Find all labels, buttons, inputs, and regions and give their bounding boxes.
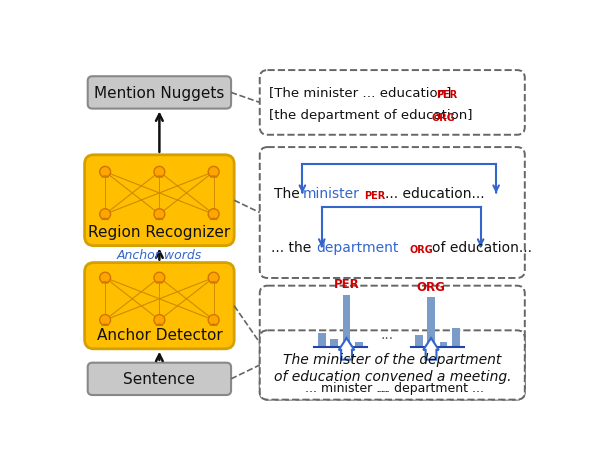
Text: ... department ...: ... department ... xyxy=(378,381,484,394)
Text: The: The xyxy=(274,187,304,201)
FancyBboxPatch shape xyxy=(260,331,525,400)
FancyBboxPatch shape xyxy=(88,77,231,109)
Bar xyxy=(452,328,460,348)
FancyBboxPatch shape xyxy=(260,286,525,400)
Bar xyxy=(440,342,447,348)
Text: ... education...: ... education... xyxy=(385,187,485,201)
Bar xyxy=(415,335,422,348)
FancyBboxPatch shape xyxy=(260,148,525,278)
FancyBboxPatch shape xyxy=(84,263,234,349)
Text: PER: PER xyxy=(334,278,359,291)
FancyBboxPatch shape xyxy=(88,363,231,395)
Text: ... minister ...: ... minister ... xyxy=(305,381,388,394)
Text: Mention Nuggets: Mention Nuggets xyxy=(94,86,225,100)
Circle shape xyxy=(100,315,110,325)
Bar xyxy=(343,295,350,348)
Text: PER: PER xyxy=(365,191,386,201)
Circle shape xyxy=(154,273,165,283)
Text: ORG: ORG xyxy=(409,244,433,255)
Text: Region Recognizer: Region Recognizer xyxy=(88,225,231,240)
Text: ···: ··· xyxy=(381,332,394,345)
Polygon shape xyxy=(423,338,439,360)
Text: [the department of education]: [the department of education] xyxy=(269,109,473,122)
Text: ... the: ... the xyxy=(271,241,316,255)
FancyBboxPatch shape xyxy=(260,71,525,136)
Circle shape xyxy=(100,167,110,178)
Text: ORG: ORG xyxy=(431,113,455,122)
Bar xyxy=(330,339,338,348)
Text: Anchor Detector: Anchor Detector xyxy=(97,328,222,343)
Bar xyxy=(427,298,435,348)
Text: of education...: of education... xyxy=(432,241,532,255)
Circle shape xyxy=(208,167,219,178)
Text: The minister of the department: The minister of the department xyxy=(283,352,502,366)
Text: minister: minister xyxy=(302,187,359,201)
FancyBboxPatch shape xyxy=(84,156,234,246)
Circle shape xyxy=(100,209,110,220)
Circle shape xyxy=(208,273,219,283)
Text: PER: PER xyxy=(435,89,457,100)
Bar xyxy=(318,334,326,348)
Circle shape xyxy=(208,209,219,220)
Text: Anchor words: Anchor words xyxy=(117,248,202,261)
Circle shape xyxy=(208,315,219,325)
Circle shape xyxy=(100,273,110,283)
Text: [The minister … education]: [The minister … education] xyxy=(269,86,451,99)
Text: department: department xyxy=(316,241,399,255)
Polygon shape xyxy=(339,338,355,360)
Bar xyxy=(355,342,363,348)
Circle shape xyxy=(154,315,165,325)
Text: ORG: ORG xyxy=(417,280,445,293)
Text: of education convened a meeting.: of education convened a meeting. xyxy=(274,369,511,383)
Circle shape xyxy=(154,209,165,220)
Circle shape xyxy=(154,167,165,178)
Text: Sentence: Sentence xyxy=(123,371,195,387)
